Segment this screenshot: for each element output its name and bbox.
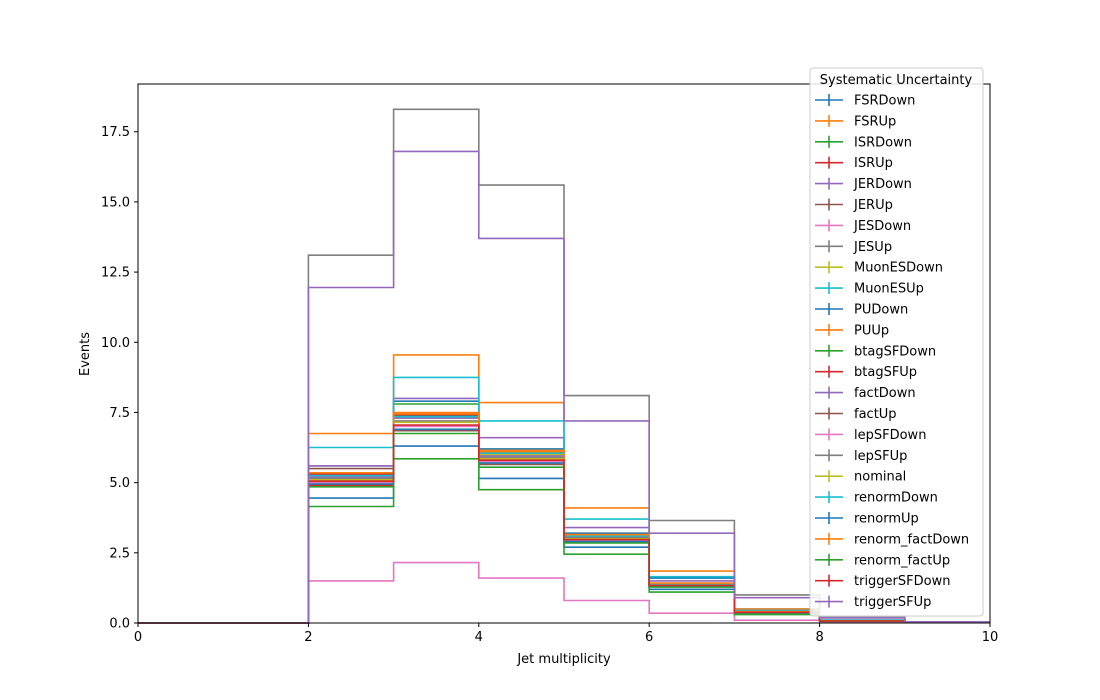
legend-title: Systematic Uncertainty [820, 73, 973, 88]
legend-item: renorm_factDown [815, 532, 969, 547]
legend: Systematic Uncertainty FSRDown FSRUp ISRDo… [809, 67, 984, 617]
legend-label: MuonESUp [854, 282, 924, 297]
legend-label: triggerSFUp [854, 595, 931, 610]
legend-label: FSRDown [854, 94, 915, 109]
legend-item: ISRUp [815, 156, 893, 171]
legend-item: factUp [815, 407, 897, 422]
legend-item: lepSFDown [815, 428, 926, 443]
legend-label: factUp [854, 407, 897, 422]
legend-item: ISRDown [815, 135, 912, 150]
legend-label: ISRDown [854, 135, 912, 150]
legend-item: JESUp [815, 240, 892, 255]
legend-item: FSRUp [815, 114, 896, 129]
legend-item: renormUp [815, 512, 919, 527]
legend-label: lepSFUp [854, 449, 907, 464]
legend-label: triggerSFDown [854, 574, 950, 589]
legend-item: MuonESUp [815, 282, 924, 297]
legend-item: nominal [815, 470, 906, 485]
legend-item: PUUp [815, 323, 889, 338]
x-tick-label: 0 [134, 630, 142, 645]
legend-label: renorm_factUp [854, 553, 950, 568]
x-tick-label: 2 [304, 630, 312, 645]
x-tick-label: 8 [815, 630, 823, 645]
legend-item: btagSFUp [815, 365, 917, 380]
plot-area [138, 108, 990, 624]
legend-item: PUDown [815, 303, 908, 318]
legend-label: renormUp [854, 512, 919, 527]
legend-item: triggerSFUp [815, 595, 931, 610]
legend-item: JESDown [815, 219, 911, 234]
legend-label: factDown [854, 386, 916, 401]
y-tick-label: 2.5 [109, 546, 130, 561]
legend-label: ISRUp [854, 156, 893, 171]
x-tick-label: 4 [475, 630, 483, 645]
legend-item: JERDown [815, 177, 912, 192]
legend-label: btagSFUp [854, 365, 917, 380]
y-tick-label: 5.0 [109, 476, 130, 491]
legend-label: JERUp [853, 198, 893, 213]
y-tick-label: 10.0 [101, 336, 130, 351]
legend-item: renorm_factUp [815, 553, 950, 568]
legend-label: PUDown [854, 303, 908, 318]
legend-item: JERUp [815, 198, 893, 213]
y-axis: 0.0 2.5 5.0 7.5 10.0 12.5 15.0 17.5 [101, 125, 138, 632]
legend-label: PUUp [854, 323, 889, 338]
x-axis-label: Jet multiplicity [516, 652, 611, 667]
x-axis: 0 2 4 6 8 10 [134, 623, 998, 645]
y-tick-label: 12.5 [101, 266, 130, 281]
legend-label: nominal [854, 470, 906, 485]
legend-label: btagSFDown [854, 344, 936, 359]
axes-frame [137, 83, 991, 624]
x-tick-label: 10 [982, 630, 999, 645]
legend-item: FSRDown [815, 94, 915, 109]
legend-item: lepSFUp [815, 449, 907, 464]
legend-label: lepSFDown [854, 428, 926, 443]
legend-box [809, 67, 984, 617]
legend-label: MuonESDown [854, 261, 943, 276]
y-tick-label: 7.5 [109, 406, 130, 421]
y-tick-label: 17.5 [101, 125, 130, 140]
legend-label: JESUp [853, 240, 892, 255]
legend-label: renormDown [854, 491, 938, 506]
legend-label: JESDown [853, 219, 911, 234]
legend-item: triggerSFDown [815, 574, 950, 589]
y-axis-label: Events [78, 332, 93, 376]
legend-item: factDown [815, 386, 916, 401]
x-tick-label: 6 [645, 630, 653, 645]
y-tick-label: 15.0 [101, 195, 130, 210]
series-line-triggersfup [138, 150, 990, 624]
legend-item: MuonESDown [815, 261, 943, 276]
legend-item: btagSFDown [815, 344, 936, 359]
legend-label: JERDown [853, 177, 912, 192]
y-tick-label: 0.0 [109, 617, 130, 632]
legend-item: renormDown [815, 491, 938, 506]
legend-label: FSRUp [854, 114, 896, 129]
legend-label: renorm_factDown [854, 532, 969, 547]
